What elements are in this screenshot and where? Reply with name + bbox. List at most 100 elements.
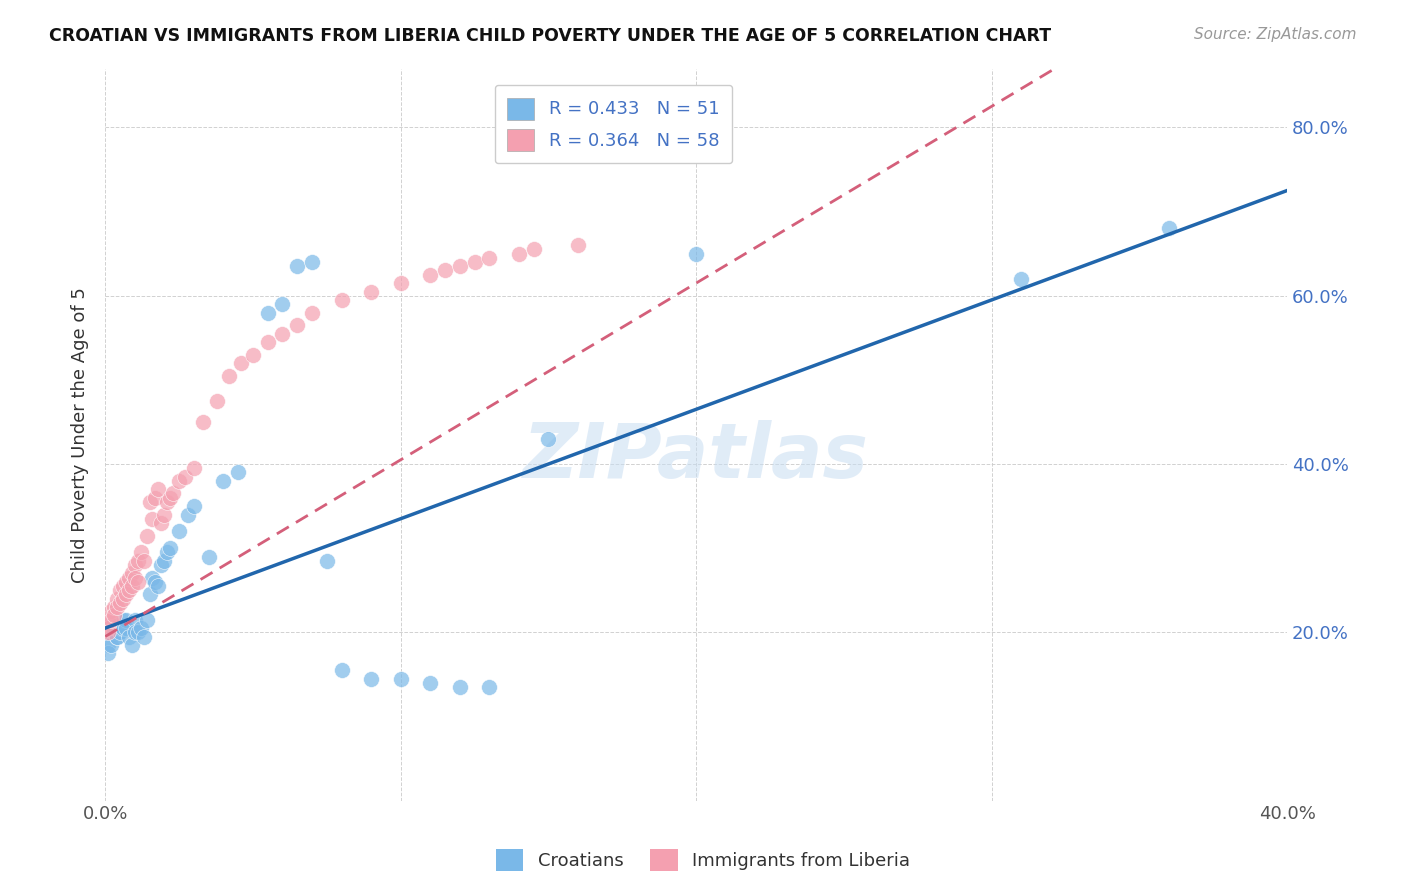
Point [523, 243, 546, 257]
Text: Source: ZipAtlas.com: Source: ZipAtlas.com [1194, 27, 1357, 42]
Point [271, 326, 294, 341]
Point [159, 491, 181, 505]
Point [449, 680, 471, 694]
Point [153, 554, 176, 568]
Point [100, 616, 122, 631]
Point [118, 583, 141, 598]
Point [121, 579, 143, 593]
Point [271, 297, 294, 311]
Point [145, 574, 167, 589]
Point [212, 474, 235, 488]
Point [330, 663, 353, 677]
Point [285, 318, 308, 333]
Point [129, 621, 152, 635]
Point [97, 646, 120, 660]
Point [207, 393, 229, 408]
Point [97, 625, 120, 640]
Point [226, 466, 249, 480]
Point [389, 672, 412, 686]
Point [108, 625, 131, 640]
Point [124, 625, 146, 640]
Point [115, 621, 138, 635]
Point [124, 558, 146, 572]
Point [111, 621, 134, 635]
Point [150, 516, 173, 530]
Point [115, 613, 138, 627]
Point [167, 474, 190, 488]
Legend: Croatians, Immigrants from Liberia: Croatians, Immigrants from Liberia [489, 842, 917, 879]
Point [177, 508, 200, 522]
Point [97, 621, 120, 635]
Point [419, 268, 441, 282]
Point [132, 554, 155, 568]
Point [124, 613, 146, 627]
Point [567, 238, 589, 252]
Point [508, 246, 530, 260]
Point [360, 672, 382, 686]
Legend: R = 0.433   N = 51, R = 0.364   N = 58: R = 0.433 N = 51, R = 0.364 N = 58 [495, 85, 733, 163]
Point [183, 499, 205, 513]
Point [111, 613, 134, 627]
Point [156, 495, 179, 509]
Point [229, 356, 252, 370]
Point [105, 630, 128, 644]
Point [315, 554, 337, 568]
Point [103, 621, 125, 635]
Point [129, 545, 152, 559]
Point [141, 512, 163, 526]
Point [100, 638, 122, 652]
Point [97, 613, 120, 627]
Point [174, 469, 197, 483]
Point [242, 348, 264, 362]
Point [115, 587, 138, 601]
Point [156, 545, 179, 559]
Point [105, 591, 128, 606]
Point [100, 604, 122, 618]
Point [191, 415, 214, 429]
Point [419, 675, 441, 690]
Point [118, 571, 141, 585]
Point [135, 613, 157, 627]
Point [118, 630, 141, 644]
Point [537, 432, 560, 446]
Point [111, 591, 134, 606]
Point [135, 528, 157, 542]
Point [105, 630, 128, 644]
Point [103, 625, 125, 640]
Point [301, 255, 323, 269]
Point [1157, 221, 1180, 235]
Point [108, 583, 131, 598]
Point [389, 276, 412, 290]
Point [105, 600, 128, 615]
Point [108, 596, 131, 610]
Point [103, 608, 125, 623]
Point [97, 638, 120, 652]
Point [478, 251, 501, 265]
Point [150, 558, 173, 572]
Point [183, 461, 205, 475]
Point [434, 263, 457, 277]
Point [360, 285, 382, 299]
Point [256, 305, 278, 319]
Point [162, 486, 184, 500]
Point [103, 600, 125, 615]
Y-axis label: Child Poverty Under the Age of 5: Child Poverty Under the Age of 5 [72, 286, 89, 582]
Point [132, 630, 155, 644]
Point [301, 305, 323, 319]
Text: CROATIAN VS IMMIGRANTS FROM LIBERIA CHILD POVERTY UNDER THE AGE OF 5 CORRELATION: CROATIAN VS IMMIGRANTS FROM LIBERIA CHIL… [49, 27, 1052, 45]
Point [159, 541, 181, 556]
Point [145, 491, 167, 505]
Point [138, 495, 160, 509]
Point [141, 571, 163, 585]
Point [121, 638, 143, 652]
Point [115, 574, 138, 589]
Point [685, 246, 707, 260]
Point [167, 524, 190, 539]
Point [153, 508, 176, 522]
Point [124, 571, 146, 585]
Point [478, 680, 501, 694]
Point [127, 554, 149, 568]
Point [108, 621, 131, 635]
Point [148, 579, 170, 593]
Point [121, 566, 143, 581]
